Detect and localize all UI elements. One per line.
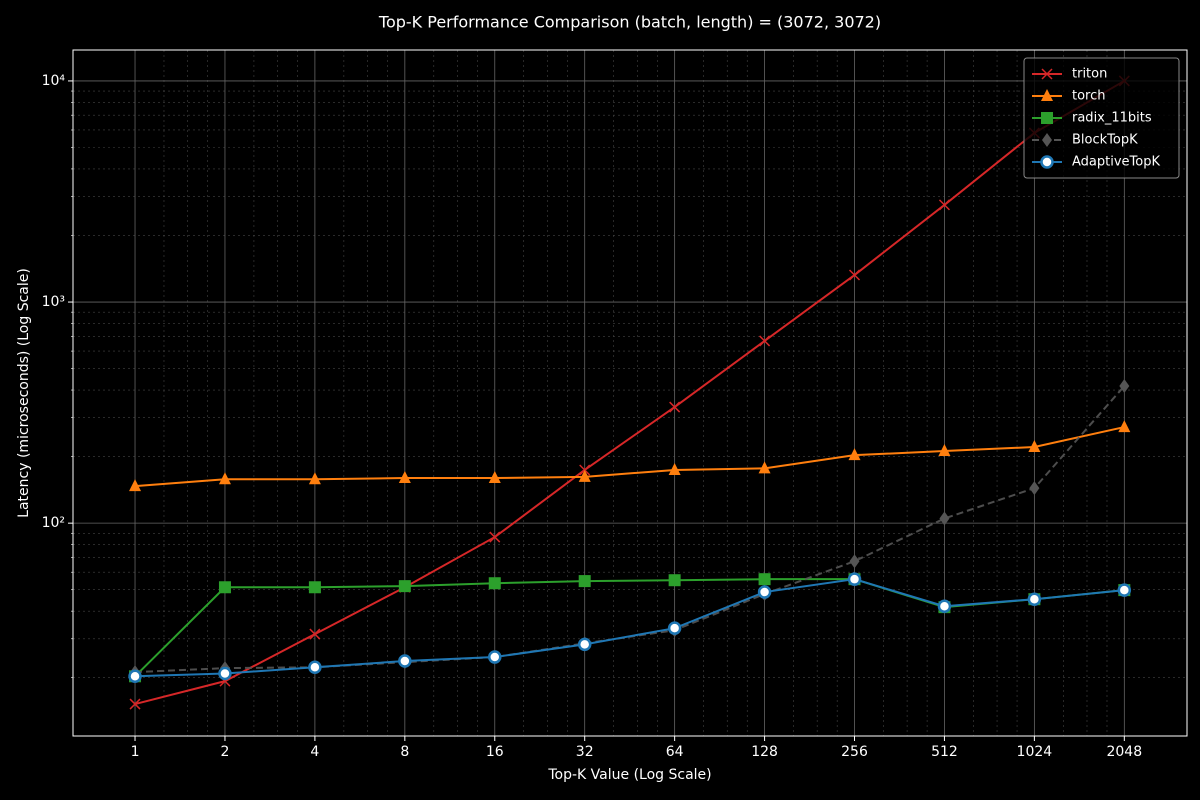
marker <box>1040 155 1054 169</box>
legend-label: radix_11bits <box>1072 111 1152 126</box>
marker <box>847 572 862 586</box>
y-tick-label: 10² <box>42 515 65 531</box>
legend-label: triton <box>1072 67 1107 82</box>
marker <box>578 469 591 482</box>
marker <box>937 599 952 613</box>
marker <box>129 479 142 492</box>
marker <box>849 554 860 569</box>
marker <box>757 585 772 599</box>
marker <box>668 462 681 475</box>
marker <box>1027 592 1042 606</box>
x-tick-label: 64 <box>666 744 684 760</box>
marker <box>667 621 682 635</box>
x-tick-label: 128 <box>751 744 778 760</box>
x-tick-label: 32 <box>576 744 594 760</box>
marker <box>1041 112 1053 124</box>
marker <box>668 574 681 587</box>
x-tick-label: 2 <box>220 744 229 760</box>
marker <box>129 698 141 710</box>
marker <box>1029 481 1040 496</box>
series <box>128 572 1132 684</box>
marker <box>398 471 411 484</box>
marker <box>218 472 231 485</box>
series <box>129 420 1131 492</box>
marker <box>848 269 861 281</box>
marker <box>308 660 322 675</box>
series-line <box>134 578 1125 678</box>
marker <box>488 471 501 484</box>
x-tick-label: 512 <box>931 744 958 760</box>
marker <box>938 444 951 457</box>
legend-label: AdaptiveTopK <box>1072 155 1160 170</box>
marker <box>218 581 231 594</box>
marker <box>489 531 501 543</box>
marker <box>128 669 142 684</box>
marker <box>488 577 501 590</box>
x-tick-label: 1024 <box>1017 744 1053 760</box>
x-tick-label: 2048 <box>1106 744 1142 760</box>
legend-box <box>1023 57 1180 179</box>
marker <box>759 335 771 347</box>
marker <box>308 581 321 594</box>
x-axis-label: Top-K Value (Log Scale) <box>547 767 711 783</box>
marker <box>398 654 412 668</box>
marker <box>488 650 502 664</box>
marker <box>1117 583 1132 597</box>
marker <box>1028 440 1041 453</box>
legend-label: BlockTopK <box>1072 133 1138 148</box>
y-axis-label: Latency (microseconds) (Log Scale) <box>16 268 32 518</box>
marker <box>577 637 592 652</box>
marker <box>848 448 861 461</box>
marker <box>309 628 321 640</box>
series-line <box>134 426 1125 488</box>
marker <box>218 666 232 681</box>
plot-frame <box>72 49 1188 737</box>
marker <box>1118 420 1131 433</box>
series-line <box>134 80 1125 706</box>
legend-label: torch <box>1072 89 1106 104</box>
x-tick-label: 8 <box>400 744 409 760</box>
marker <box>1119 379 1130 394</box>
y-tick-label: 10⁴ <box>42 73 66 89</box>
y-tick-label: 10³ <box>42 294 65 310</box>
marker <box>308 472 321 485</box>
marker <box>758 461 771 474</box>
marker <box>938 199 950 211</box>
chart-title: Top-K Performance Comparison (batch, len… <box>378 13 881 32</box>
marker <box>669 401 681 413</box>
x-tick-label: 1 <box>131 744 140 760</box>
x-tick-label: 16 <box>486 744 504 760</box>
marker <box>939 511 950 526</box>
marker <box>1041 68 1053 80</box>
x-tick-label: 256 <box>841 744 868 760</box>
marker <box>1042 133 1052 147</box>
marker <box>758 573 771 586</box>
marker <box>398 580 411 593</box>
marker <box>1041 89 1053 101</box>
x-tick-label: 4 <box>310 744 319 760</box>
marker <box>578 575 591 588</box>
